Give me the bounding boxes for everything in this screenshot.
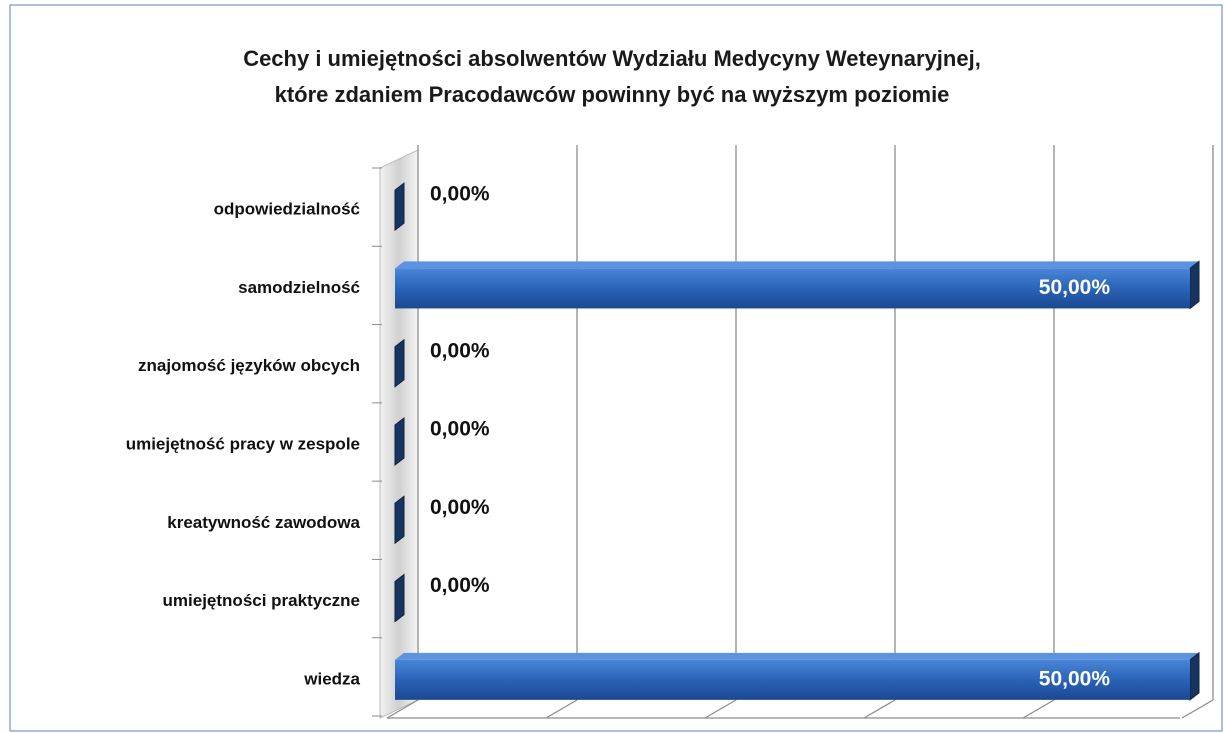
value-label: 0,00% (430, 183, 490, 206)
chart-subtitle: które zdaniem Pracodawców powinny być na… (275, 82, 950, 107)
y-tick-label: odpowiedzialność (214, 200, 360, 219)
bar-side (394, 573, 405, 623)
bar-side (394, 182, 405, 232)
bar-side (1189, 651, 1200, 701)
floor-line (545, 699, 578, 719)
value-label: 0,00% (430, 339, 490, 362)
y-tick-label: umiejętności praktyczne (163, 591, 360, 610)
y-tick-label: znajomość języków obcych (138, 356, 360, 375)
y-tick-label: samodzielność (238, 278, 360, 297)
chart-title: Cechy i umiejętności absolwentów Wydział… (243, 46, 981, 71)
bar-side (394, 416, 405, 467)
y-tick-label: umiejętność pracy w zespole (126, 434, 360, 453)
y-tick-label: kreatywność zawodowa (167, 513, 360, 532)
value-label: 50,00% (1039, 276, 1111, 299)
value-label: 0,00% (430, 496, 490, 519)
chart-border (9, 4, 1223, 732)
bar-side (394, 338, 405, 388)
y-tick-label: wiedza (303, 669, 360, 688)
floor-line (1022, 699, 1055, 719)
floor-line (1181, 699, 1214, 719)
value-label: 0,00% (430, 418, 490, 441)
value-label: 0,00% (430, 574, 490, 597)
floor-line (704, 699, 737, 719)
bar-top (395, 261, 1199, 269)
bar-side (1189, 260, 1200, 310)
floor-line (863, 699, 896, 719)
bar-side (394, 495, 405, 545)
bar (395, 268, 1190, 309)
bar (395, 659, 1190, 700)
bar-top (395, 652, 1199, 660)
floor-line (386, 699, 419, 719)
value-label: 50,00% (1039, 667, 1111, 690)
